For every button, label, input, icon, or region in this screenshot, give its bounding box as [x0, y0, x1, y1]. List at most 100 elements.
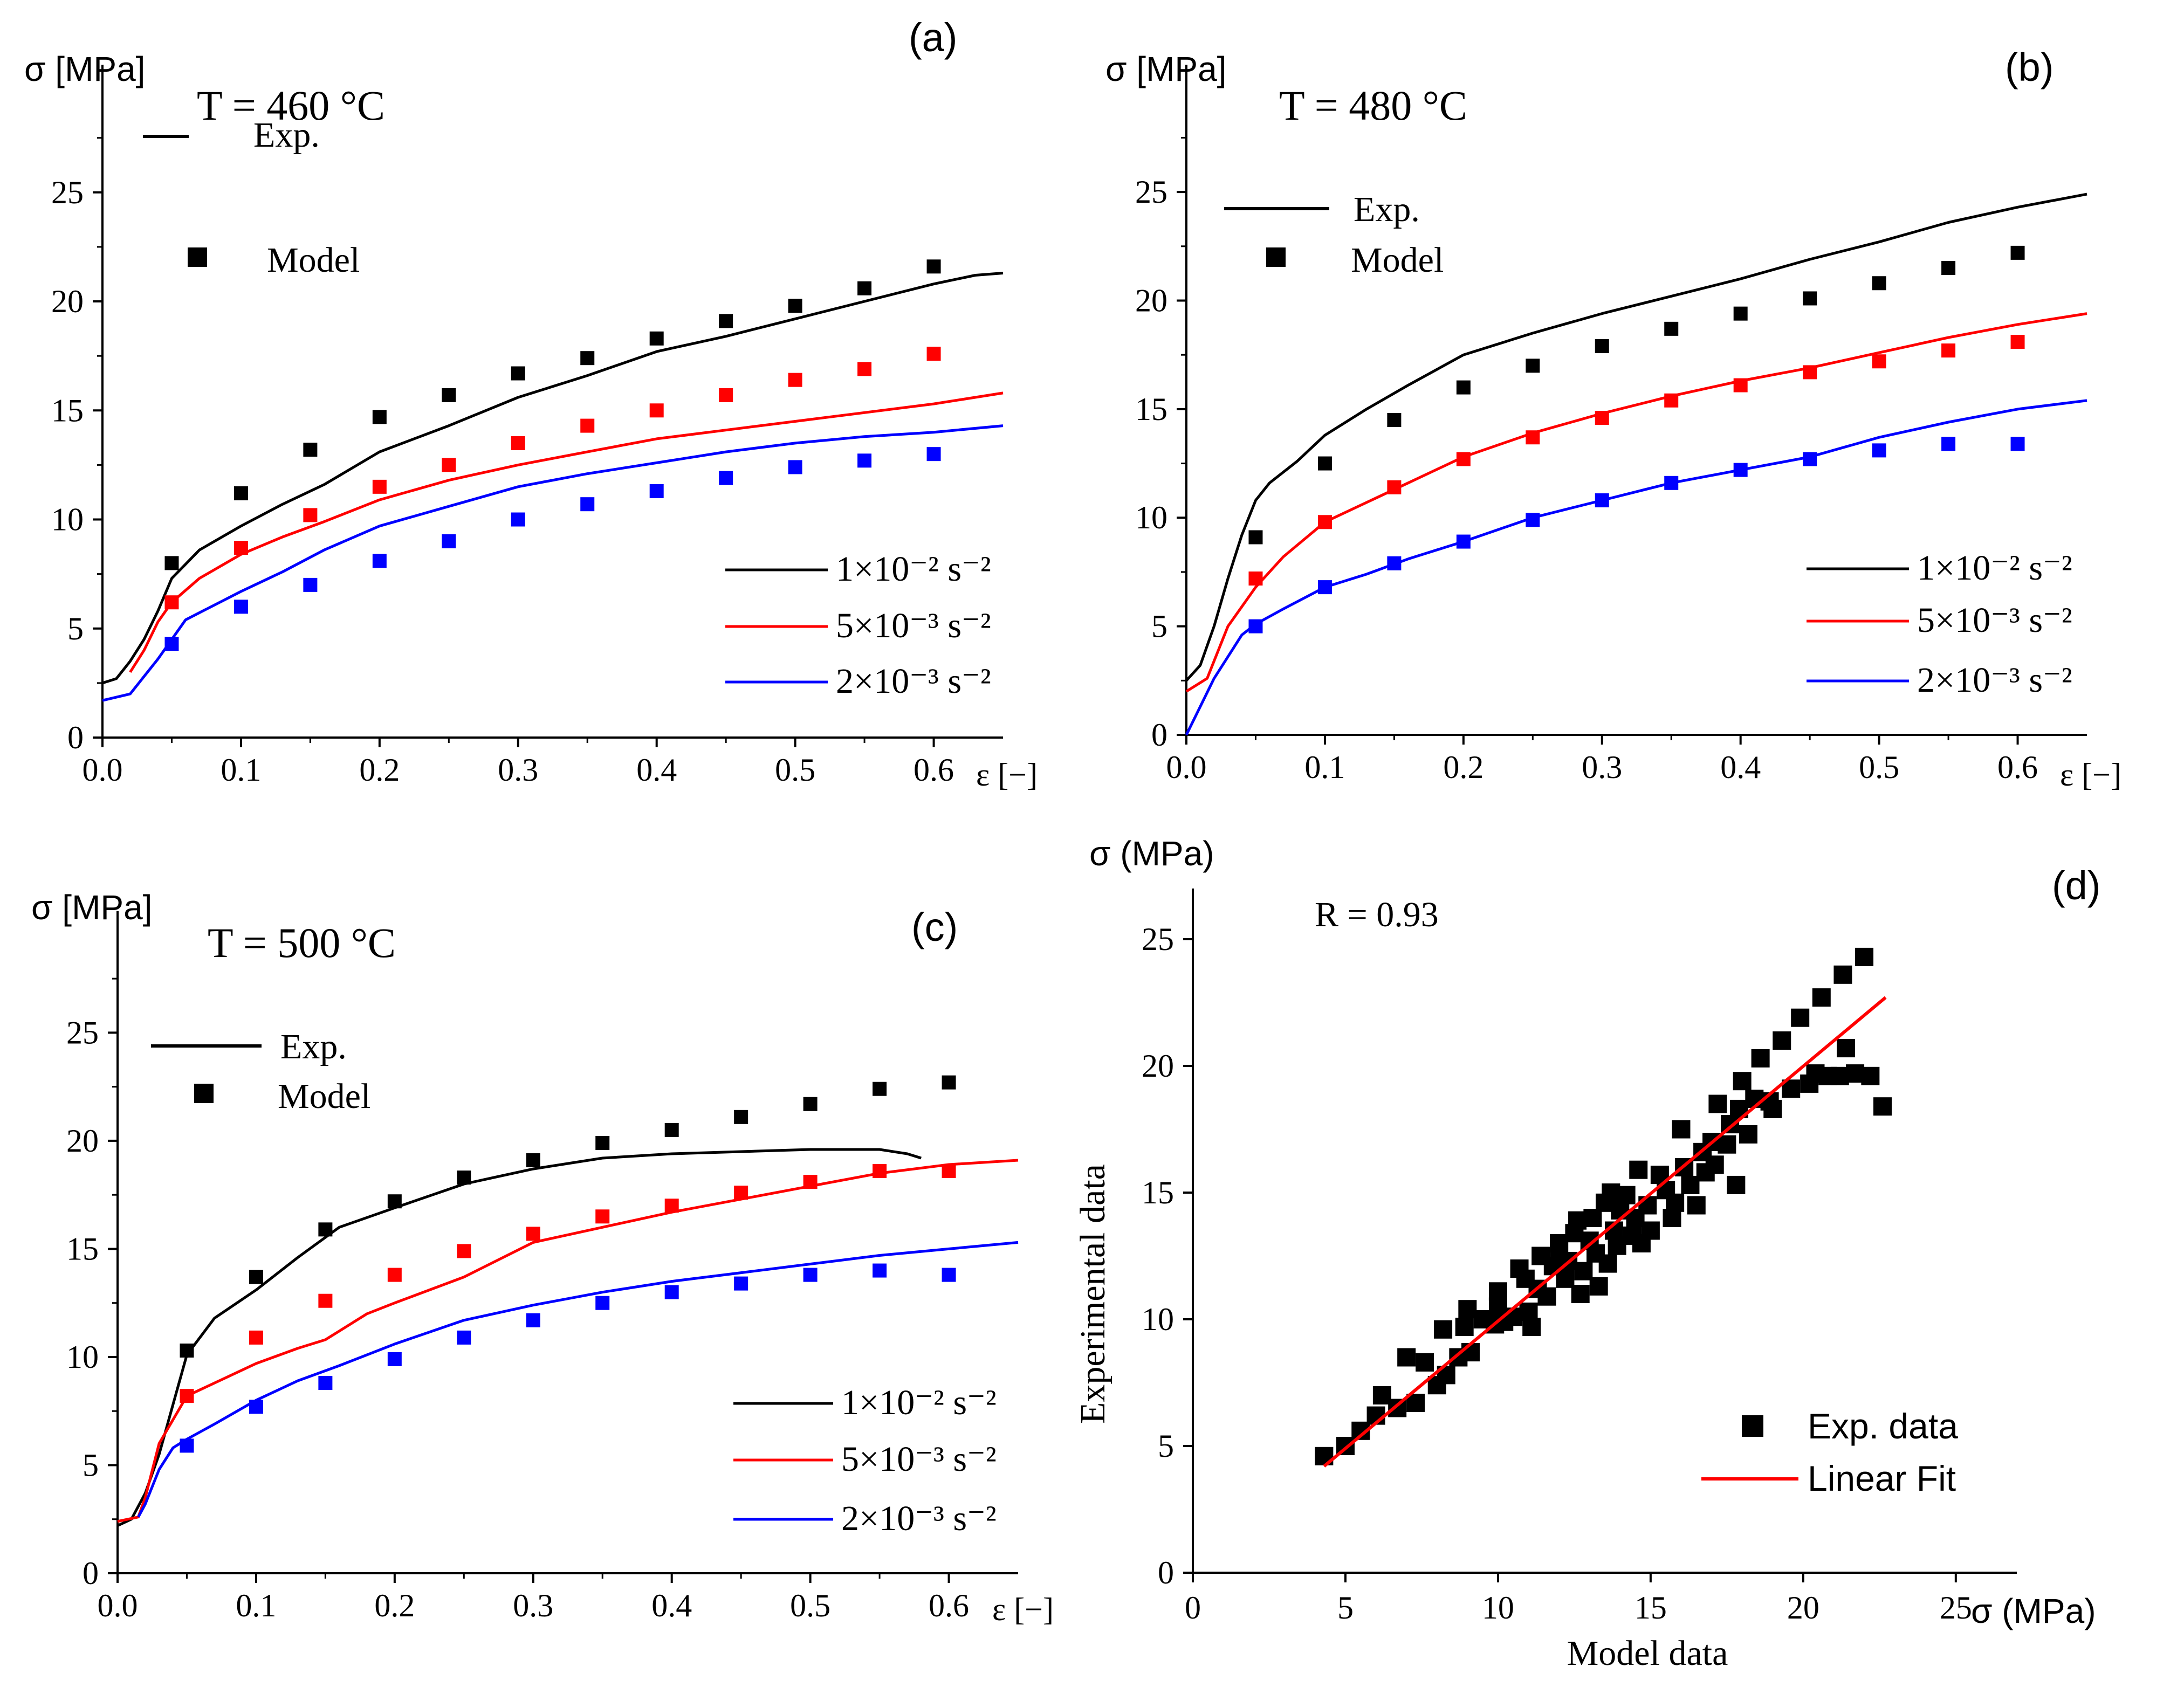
panel-b-series-2-model-point [1248, 571, 1263, 586]
panel-a-series-1-model-point [164, 556, 179, 570]
panel-a-series-3-model-point [164, 637, 179, 651]
panel-a-series-2-model-point [303, 508, 318, 522]
panel-d-data-point [1598, 1254, 1617, 1273]
panel-b-y-tick-label: 0 [1151, 717, 1167, 753]
panel-d-data-point [1589, 1277, 1608, 1296]
panel-d-y-label: Experimental data [1073, 1164, 1112, 1424]
panel-a-label: (a) [909, 15, 957, 60]
panel-a-legend-model: Model [267, 240, 360, 280]
panel-b-y-tick-label: 5 [1151, 609, 1167, 644]
panel-d-data-point [1833, 965, 1852, 984]
panel-a-x-tick-label: 0.2 [359, 752, 400, 788]
panel-d-y-tick-label: 10 [1142, 1302, 1174, 1337]
panel-d-data-point [1434, 1320, 1453, 1339]
panel-d-x-tick-label: 20 [1787, 1590, 1819, 1626]
panel-b-legend-model-marker [1266, 247, 1286, 267]
panel-a-y-tick-label: 10 [51, 502, 84, 538]
panel-c-series-1-model-point [734, 1110, 748, 1124]
panel-b-x-tick-label: 0.2 [1443, 749, 1484, 785]
panel-c-legend-exp: Exp. [280, 1027, 347, 1066]
panel-d-data-point [1629, 1160, 1648, 1179]
panel-b-series-2-exp-line [1185, 312, 2087, 693]
panel-d-y-tick-label: 15 [1142, 1175, 1174, 1210]
panel-a-series-1-model-point [719, 314, 733, 328]
panel-c-series-2-model-point [457, 1244, 471, 1258]
panel-c-series-1-model-point [318, 1222, 333, 1237]
panel-b-series-2-model-point [1733, 378, 1748, 393]
panel-c-series-3-model-point [873, 1263, 887, 1278]
panel-a-series-1-exp-line [102, 272, 1004, 685]
panel-d-x-tick-label: 10 [1482, 1590, 1514, 1626]
panel-b-series-2-model-point [1317, 515, 1332, 529]
panel-c-x-label: ε [−] [992, 1592, 1054, 1627]
panel-b-series-2-model-point [1526, 430, 1540, 445]
panel-d-legend-points: Exp. data [1808, 1406, 1958, 1446]
panel-c-series-2-model-point [664, 1199, 679, 1213]
panel-a-x-tick-label: 0.5 [775, 752, 815, 788]
panel-b-legend-rate-3: 2×10⁻³ s⁻² [1917, 660, 2072, 700]
panel-c-series-2-model-point [595, 1209, 610, 1224]
panel-c-label: (c) [911, 905, 958, 949]
panel-d: (d) σ (MPa) R = 0.93 Experimental data M… [1073, 834, 2100, 1673]
panel-b-y-tick-label: 20 [1135, 283, 1167, 318]
panel-d-data-point [1855, 947, 1874, 966]
panel-b-series-1-model-point [1456, 380, 1471, 395]
panel-d-data-point [1455, 1318, 1474, 1337]
panel-b-series-2-model-point [1664, 393, 1679, 408]
panel-a-legend-rate-1: 1×10⁻² s⁻² [836, 549, 991, 589]
panel-c-series-2-exp-line [117, 1159, 1019, 1523]
panel-c-series-2-model-point [803, 1175, 818, 1189]
panel-d-y-label-top: σ (MPa) [1089, 834, 1214, 873]
panel-c-y-tick-label: 25 [66, 1015, 99, 1050]
panel-b-legend-exp: Exp. [1354, 190, 1420, 229]
panel-a-series-1-model-point [303, 443, 318, 457]
panel-a-series-1-model-point [926, 259, 941, 274]
panel-c-series-2-model-point [249, 1330, 263, 1345]
panel-c-series-2-model-point [734, 1186, 748, 1200]
panel-b-series-1-model-point [1733, 306, 1748, 321]
panel-a-series-2-model-point [926, 347, 941, 361]
panel-b-x-tick-label: 0.1 [1304, 749, 1345, 785]
panel-c-series-1-model-point [803, 1097, 818, 1111]
panel-a-series-3-model-point [649, 484, 664, 498]
panel-a-x-tick-label: 0.6 [914, 752, 954, 788]
panel-c-series-3-model-point [664, 1285, 679, 1299]
panel-d-y-tick-label: 25 [1142, 921, 1174, 957]
panel-a-legend-rate-2: 5×10⁻³ s⁻² [836, 606, 991, 645]
panel-a-series-3-model-point [857, 453, 872, 468]
panel-d-data-point [1812, 988, 1831, 1007]
panel-a-legend-rate-3: 2×10⁻³ s⁻² [836, 662, 991, 701]
panel-c-series-1-model-point [873, 1082, 887, 1096]
panel-b-series-2-model-point [1941, 343, 1956, 358]
panel-c-x-tick-label: 0.5 [790, 1588, 830, 1623]
panel-d-y-tick-label: 5 [1158, 1428, 1174, 1464]
panel-b: (b) σ [MPa] T = 480 °C ε [−] Exp. Model … [1105, 45, 2121, 793]
panel-b-series-1-model-point [1664, 321, 1679, 336]
panel-a-series-2-model-point [511, 436, 525, 450]
panel-c-series-3-exp-line [137, 1241, 1019, 1518]
panel-c-y-tick-label: 5 [83, 1447, 99, 1483]
panel-b-x-tick-label: 0.5 [1859, 749, 1899, 785]
panel-c-series-1-model-point [526, 1153, 540, 1168]
panel-d-x-tick-label: 5 [1337, 1590, 1354, 1626]
panel-b-x-label: ε [−] [2060, 757, 2121, 793]
panel-d-data-point [1638, 1196, 1657, 1215]
panel-c-title: T = 500 °C [208, 919, 396, 966]
panel-d-x-tick-label: 15 [1634, 1590, 1667, 1626]
panel-b-y-tick-label: 10 [1135, 500, 1167, 535]
panel-c-legend-model-marker [194, 1084, 214, 1103]
panel-b-series-3-model-point [1317, 580, 1332, 595]
panel-a-series-1-model-point [649, 331, 664, 346]
panel-a-series-3-model-point [511, 512, 525, 527]
panel-a-series-3-model-point [719, 471, 733, 485]
panel-d-data-point [1461, 1343, 1480, 1362]
panel-d-legend-fit: Linear Fit [1808, 1458, 1956, 1498]
panel-b-series-1-model-point [1595, 339, 1609, 354]
panel-a-series-3-model-point [303, 577, 318, 592]
panel-c-series-1-model-point [387, 1194, 402, 1209]
panel-a-series-2-model-point [857, 362, 872, 376]
panel-a-rate-legend: 1×10⁻² s⁻² 5×10⁻³ s⁻² 2×10⁻³ s⁻² [725, 549, 991, 701]
panel-b-series-3-model-point [1387, 556, 1402, 570]
panel-a-legend-exp: Exp. [253, 115, 320, 155]
panel-a-y-tick-label: 15 [51, 393, 84, 428]
